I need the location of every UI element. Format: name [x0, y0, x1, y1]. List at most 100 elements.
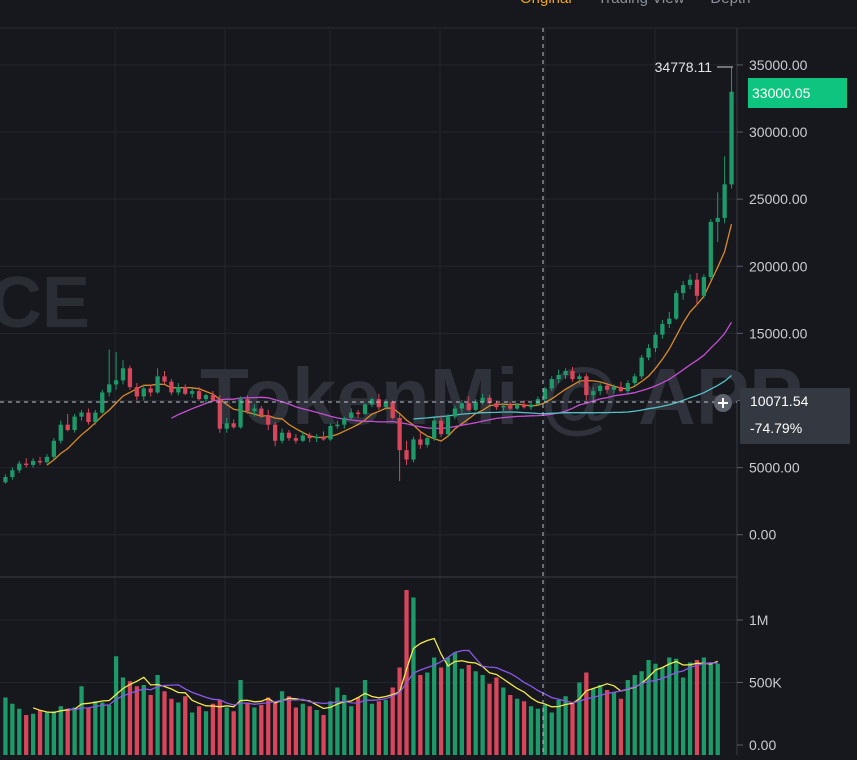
candle-body [722, 184, 727, 218]
volume-bar [549, 712, 554, 755]
volume-bar [231, 711, 236, 755]
volume-bar [300, 703, 305, 755]
candle-body [24, 463, 29, 466]
volume-bar [667, 657, 672, 755]
candle-body [487, 397, 492, 404]
volume-bar [653, 663, 658, 755]
candle-body [17, 463, 22, 471]
candle-body [72, 416, 77, 431]
last-price-tag: 33000.05 [752, 85, 811, 101]
volume-bar [252, 707, 257, 755]
candle-body [452, 408, 458, 417]
volume-bar [494, 677, 499, 755]
candle-body [362, 404, 368, 414]
candle-body [445, 416, 451, 435]
price-tick-label: 15000.00 [749, 325, 808, 341]
candle-body [93, 412, 98, 422]
candle-body [107, 384, 112, 393]
candle-body [65, 424, 70, 431]
volume-bar [335, 687, 340, 755]
candle-body [259, 408, 264, 416]
volume-bar [17, 708, 22, 755]
volume-bar [487, 683, 492, 755]
candle-body [183, 387, 188, 394]
volume-bar [397, 667, 402, 755]
volume-bar [639, 671, 644, 755]
volume-bar [342, 695, 347, 755]
candle-body [86, 412, 91, 422]
axis-labels: 35000.00 30000.00 25000.00 20000.00 15000.00… [737, 57, 808, 753]
volume-bar [65, 708, 70, 755]
tab-trading-view[interactable]: Trading View [598, 0, 685, 10]
ma-mid-line [171, 321, 733, 430]
volume-bar [715, 663, 720, 755]
candle-body [473, 401, 478, 410]
candle-body [432, 420, 437, 439]
volume-bar [598, 685, 603, 755]
candle-body [480, 397, 485, 402]
candle-body [618, 387, 624, 392]
volume-bar [210, 703, 216, 755]
last-price-tag-bg [748, 78, 847, 108]
volume-bar [355, 697, 361, 755]
volume-bar [515, 698, 520, 755]
volume-bar [584, 672, 589, 755]
price-tick-label: 20000.00 [749, 258, 808, 274]
volume-bar [273, 701, 278, 755]
volume-bar [238, 680, 243, 755]
volume-bar [404, 590, 409, 755]
volume-bar [113, 656, 119, 755]
candle-body [190, 391, 195, 394]
volume-bar [459, 668, 464, 755]
candle-body [231, 423, 236, 428]
volume-tick-label: 1M [749, 612, 768, 628]
candle-body [549, 379, 554, 389]
volume-bar [563, 696, 568, 755]
volume-bar [279, 691, 285, 755]
volume-ma-short-line [32, 637, 718, 714]
volume-bar [701, 657, 707, 755]
volume-bar [217, 700, 222, 755]
volume-bar [390, 687, 395, 755]
candle-body [252, 408, 257, 412]
volume-bar [321, 715, 326, 755]
ma-short-line [46, 223, 733, 466]
volume-bar [107, 705, 112, 755]
volume-tick-label: 0.00 [749, 737, 776, 753]
volume-series [3, 590, 720, 755]
volume-bar [708, 662, 713, 755]
volume-bar [286, 696, 292, 755]
candle-body [515, 404, 520, 409]
candle-body [611, 387, 617, 390]
candle-body [127, 368, 133, 388]
candle-body [584, 376, 589, 396]
candle-body [438, 420, 444, 435]
volume-bar [425, 672, 430, 755]
volume-bar [162, 691, 167, 755]
candle-body [646, 348, 651, 358]
volume-bar [293, 707, 299, 755]
tab-depth[interactable]: Depth [710, 0, 750, 10]
view-tabs: Original Trading View Depth [520, 0, 750, 10]
tab-original[interactable]: Original [520, 0, 572, 10]
candle-body [155, 376, 160, 393]
add-order-icon[interactable] [714, 394, 732, 412]
candle-body [203, 395, 209, 400]
candle-body [224, 423, 229, 429]
candle-body [210, 395, 216, 401]
candle-body [273, 424, 278, 441]
candle-body [58, 424, 63, 441]
volume-bar [176, 702, 181, 755]
candle-body [501, 405, 506, 408]
volume-bar [93, 701, 98, 755]
volume-bar [528, 706, 534, 755]
candle-body [328, 425, 333, 440]
crosshair-change: -74.79% [750, 420, 802, 436]
volume-bar [611, 692, 617, 755]
candle-body [30, 460, 36, 465]
volume-bar [632, 675, 637, 755]
candle-body [120, 368, 126, 381]
volume-bar [30, 713, 36, 755]
